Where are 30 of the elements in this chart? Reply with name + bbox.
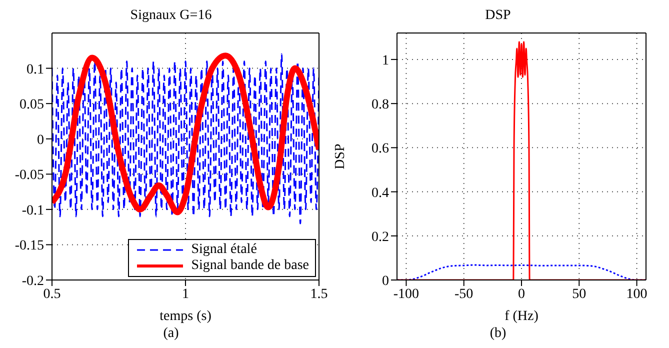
x-tick-label: -50 <box>454 286 474 302</box>
y-tick-label: 0.05 <box>20 98 44 113</box>
y-tick-label: 0 <box>37 132 44 148</box>
y-tick-label: -0.1 <box>22 203 44 218</box>
x-tick-label: -100 <box>393 286 420 302</box>
x-tick-label: 0.5 <box>43 286 61 302</box>
x-tick-label: 1 <box>182 286 189 302</box>
text: (b) <box>488 326 508 342</box>
y-tick-label: 0 <box>382 274 389 289</box>
y-axis-title: DSP <box>332 143 348 170</box>
y-tick-label: 1 <box>382 53 389 68</box>
y-tick-label: 0.4 <box>372 186 389 201</box>
y-tick-label: -0.2 <box>22 274 44 289</box>
x-tick-label: 50 <box>572 286 586 302</box>
y-tick-label: 0.2 <box>372 230 389 245</box>
chart-title: DSP <box>484 8 512 25</box>
y-tick-label: 0.6 <box>372 142 389 157</box>
x-tick-label: 1.5 <box>310 286 328 302</box>
x-tick-label: 0 <box>518 286 525 302</box>
y-tick-label: 0.8 <box>372 98 389 113</box>
chart-title: Signaux G=16 <box>129 8 213 25</box>
y-tick-label: -0.05 <box>14 168 44 184</box>
y-tick-label: -0.15 <box>14 238 44 254</box>
x-axis-title: temps (s) <box>160 309 212 324</box>
text: (a) <box>162 326 180 342</box>
x-axis-title: f (Hz) <box>504 309 539 324</box>
legend-label: Signal bande de base <box>191 258 309 274</box>
y-tick-label: 0.1 <box>26 62 44 78</box>
x-tick-label: 100 <box>626 286 648 302</box>
legend-label: Signal étalé <box>191 242 257 258</box>
